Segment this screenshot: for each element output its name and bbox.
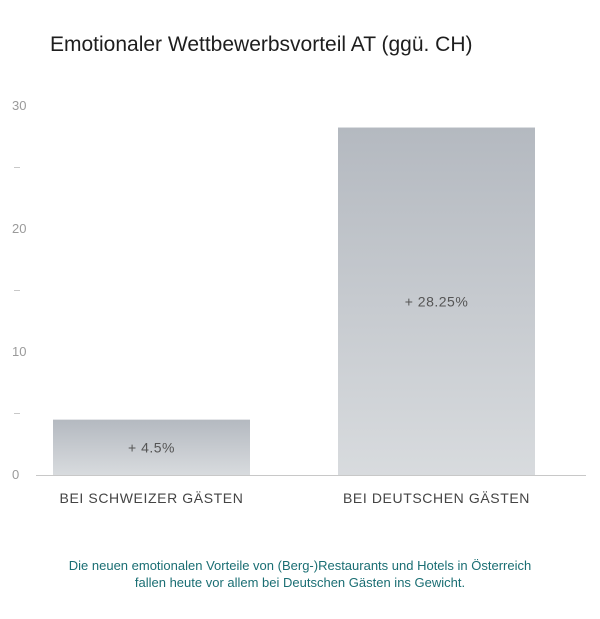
y-tick-label: 10	[12, 344, 26, 359]
bar	[53, 419, 250, 475]
chart-title: Emotionaler Wettbewerbsvorteil AT (ggü. …	[50, 33, 473, 56]
bar-value-label: + 28.25%	[405, 293, 469, 309]
bar	[338, 127, 535, 476]
bar-value-label: + 4.5%	[128, 439, 175, 455]
chart-caption: Die neuen emotionalen Vorteile von (Berg…	[0, 557, 600, 591]
x-category-label: BEI DEUTSCHEN GÄSTEN	[343, 490, 530, 506]
caption-line-1: Die neuen emotionalen Vorteile von (Berg…	[68, 558, 532, 573]
caption-line-2: fallen heute vor allem bei Deutschen Gäs…	[134, 575, 466, 590]
y-tick-label: 30	[12, 98, 26, 113]
x-category-label: BEI SCHWEIZER GÄSTEN	[60, 490, 244, 506]
y-tick-label: 0	[12, 467, 19, 482]
y-tick-label: 20	[12, 221, 26, 236]
